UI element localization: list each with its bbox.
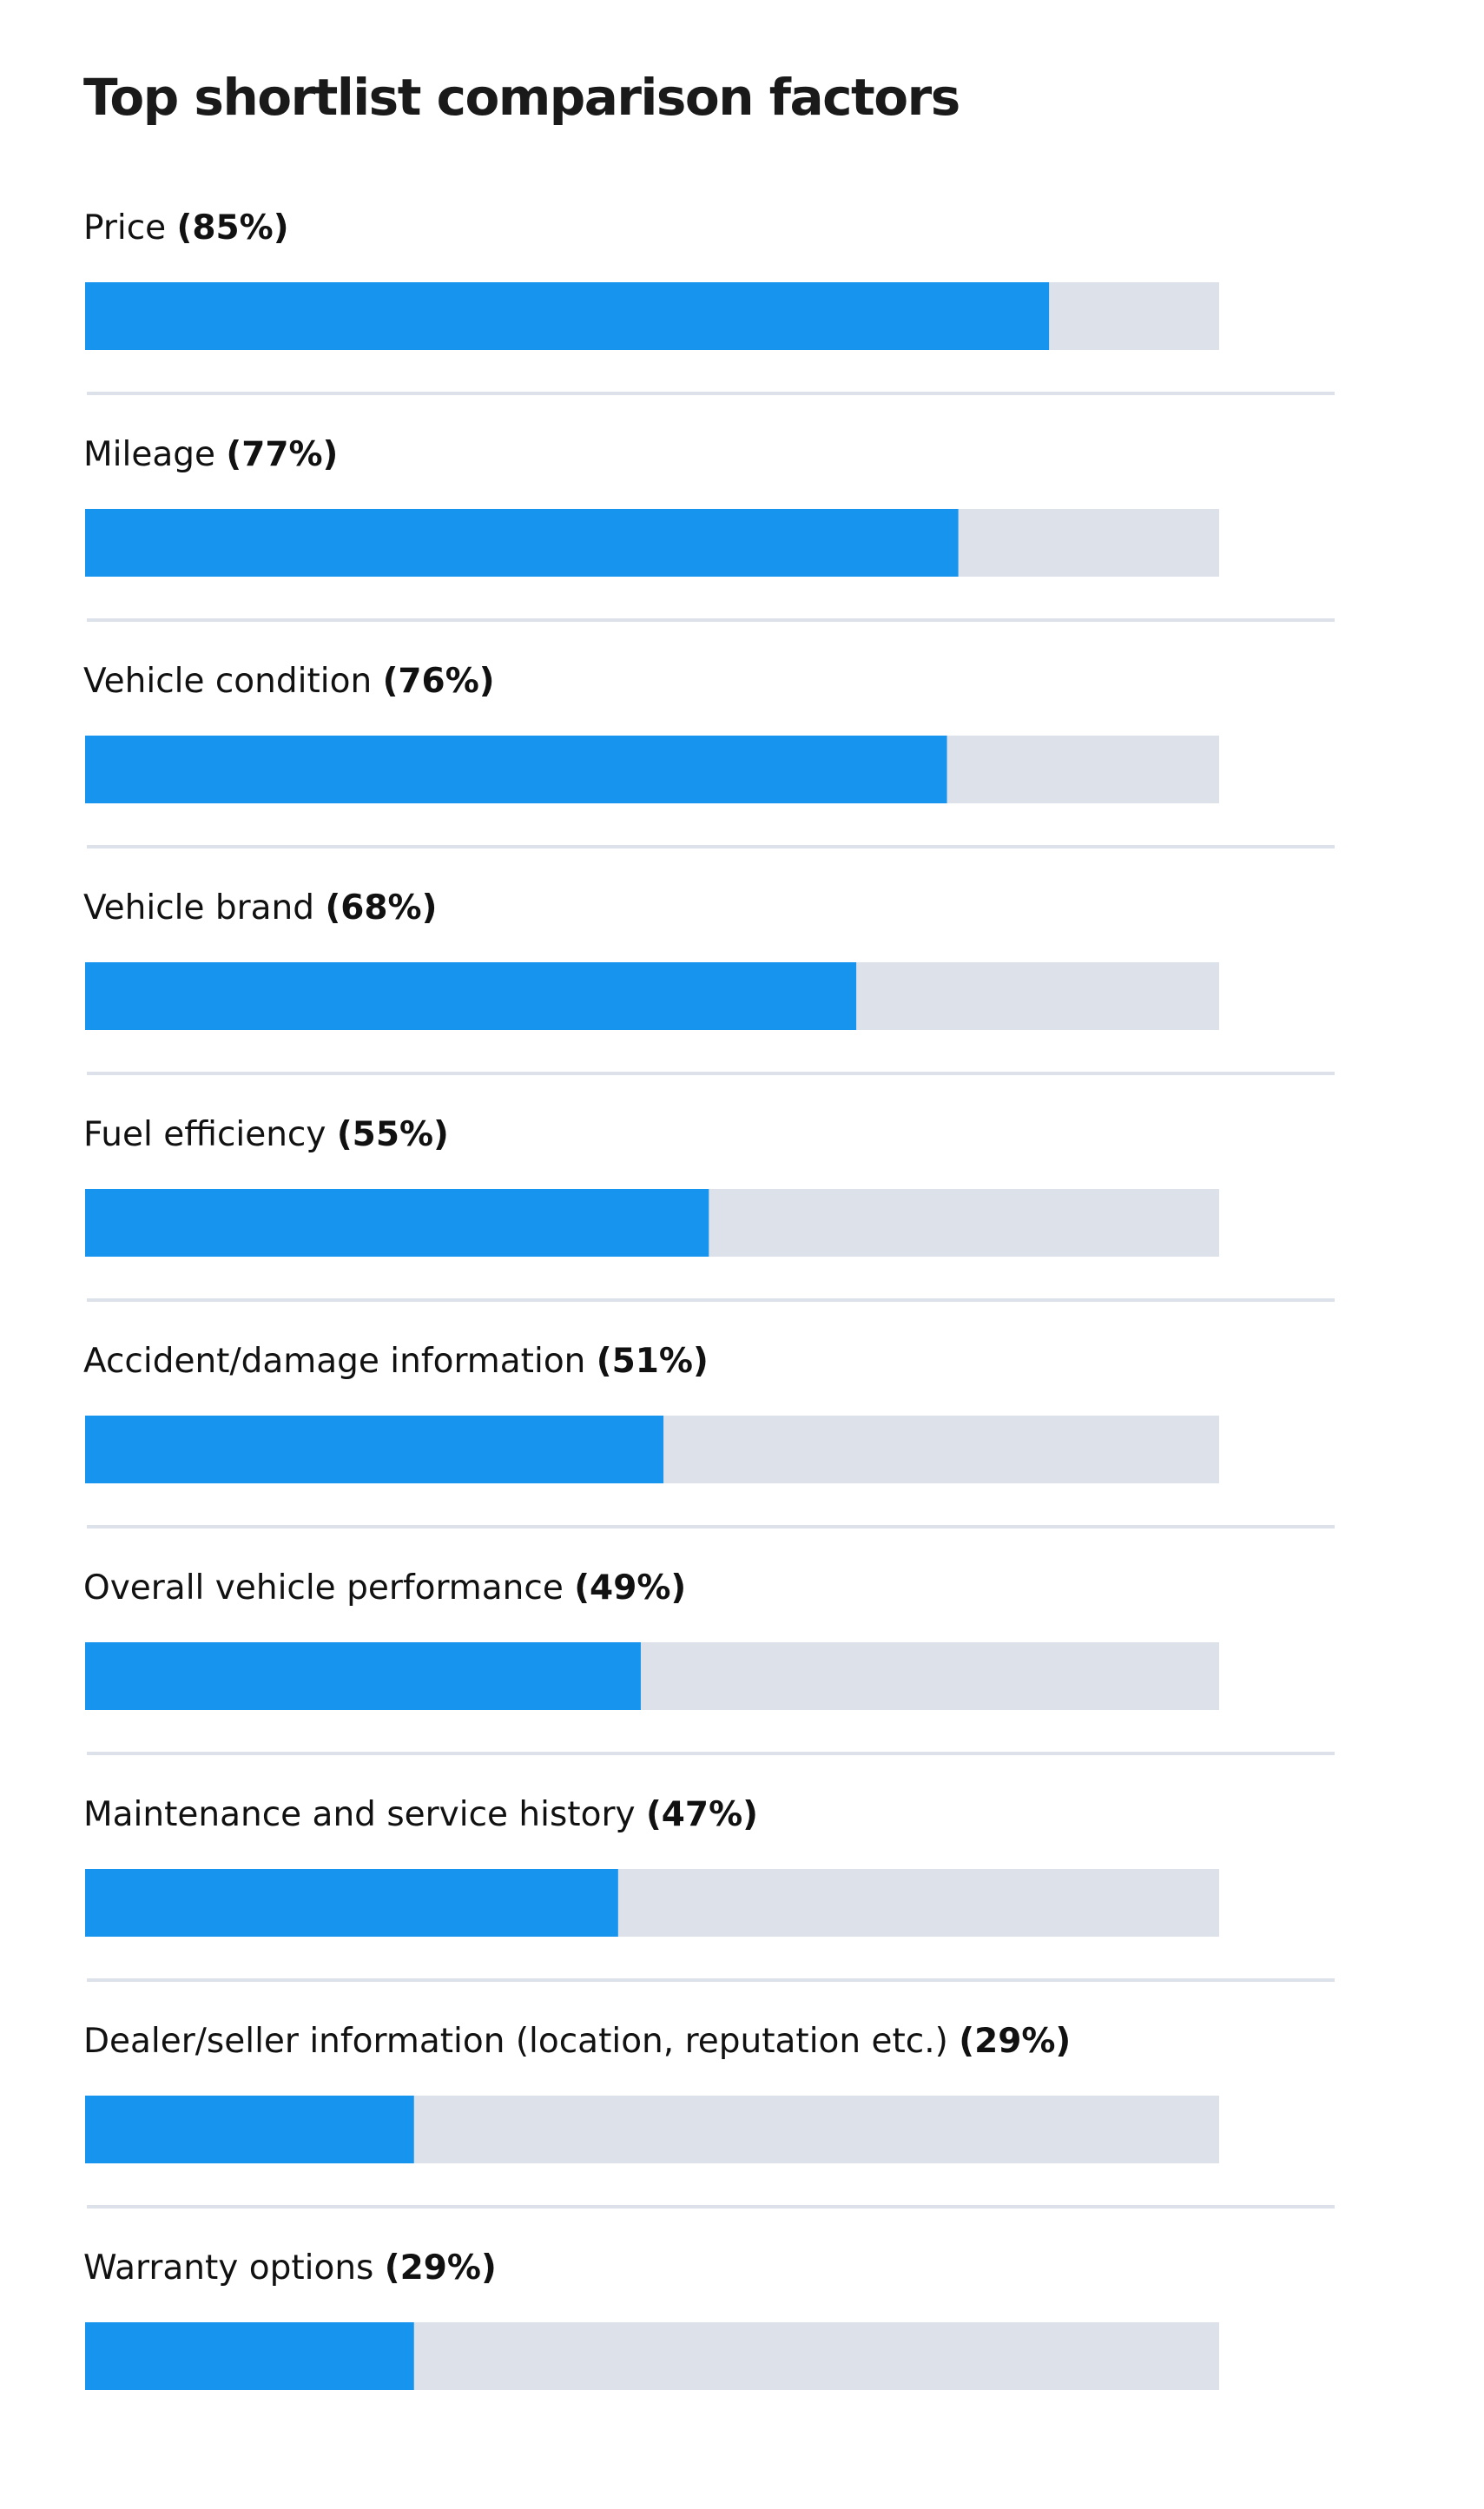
bar: [85, 736, 947, 803]
bar-row: Vehicle brand (68%): [83, 888, 1335, 1075]
category-label: Dealer/seller information (location, rep…: [83, 2022, 959, 2061]
bar-row: Accident/damage information (51%): [83, 1342, 1335, 1529]
value-label: (76%): [383, 662, 495, 701]
value-label: (49%): [574, 1568, 686, 1608]
bar-row: Dealer/seller information (location, rep…: [83, 2022, 1335, 2209]
value-label: (51%): [597, 1342, 709, 1381]
category-label: Mileage: [83, 435, 226, 474]
bar-row: Mileage (77%): [83, 435, 1335, 622]
bar-label: Overall vehicle performance (49%): [83, 1568, 686, 1608]
bar-label: Vehicle condition (76%): [83, 662, 495, 701]
bar-label: Dealer/seller information (location, rep…: [83, 2022, 1071, 2061]
bar: [85, 1416, 664, 1483]
value-label: (68%): [325, 888, 437, 928]
bar-label: Vehicle brand (68%): [83, 888, 437, 928]
bar: [85, 962, 857, 1030]
bar: [85, 2096, 414, 2163]
bar-row: Overall vehicle performance (49%): [83, 1568, 1335, 1755]
bar-label: Maintenance and service history (47%): [83, 1795, 758, 1834]
bar: [85, 509, 959, 577]
bar-row: Warranty options (29%): [83, 2248, 1219, 2390]
value-label: (77%): [226, 435, 338, 474]
bar-label: Price (85%): [83, 208, 289, 248]
category-label: Warranty options: [83, 2248, 385, 2288]
value-label: (29%): [385, 2248, 497, 2288]
category-label: Vehicle brand: [83, 888, 325, 928]
chart-title: Top shortlist comparison factors: [83, 68, 960, 127]
category-label: Accident/damage information: [83, 1342, 597, 1381]
category-label: Maintenance and service history: [83, 1795, 646, 1834]
category-label: Fuel efficiency: [83, 1115, 337, 1154]
value-label: (29%): [959, 2022, 1071, 2061]
category-label: Overall vehicle performance: [83, 1568, 574, 1608]
bar-label: Accident/damage information (51%): [83, 1342, 709, 1381]
value-label: (55%): [337, 1115, 449, 1154]
bar-row: Vehicle condition (76%): [83, 662, 1335, 848]
bar-label: Mileage (77%): [83, 435, 338, 474]
bar-row: Maintenance and service history (47%): [83, 1795, 1335, 1982]
value-label: (47%): [646, 1795, 758, 1834]
bar: [85, 1189, 709, 1257]
bar-label: Warranty options (29%): [83, 2248, 497, 2288]
bar-row: Fuel efficiency (55%): [83, 1115, 1335, 1302]
bar-row: Price (85%): [83, 208, 1335, 395]
bar: [85, 1869, 618, 1937]
bar: [85, 282, 1050, 350]
category-label: Vehicle condition: [83, 662, 383, 701]
bar-label: Fuel efficiency (55%): [83, 1115, 449, 1154]
category-label: Price: [83, 208, 177, 248]
value-label: (85%): [177, 208, 289, 248]
bar: [85, 1642, 641, 1710]
bar: [85, 2322, 414, 2390]
